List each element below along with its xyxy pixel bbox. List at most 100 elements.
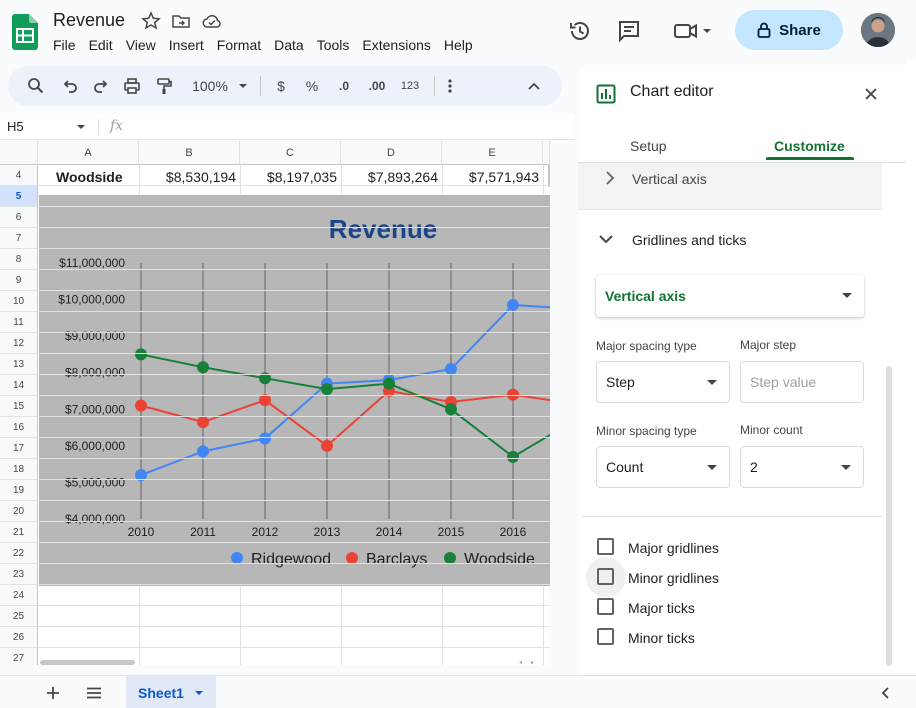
row-header-22[interactable]: 22 [0, 543, 38, 564]
select-all-corner[interactable] [0, 141, 38, 165]
share-button[interactable]: Share [735, 10, 843, 50]
revenue-chart[interactable]: Revenue 2010 2011 2012 2013 2014 2015 2016 $4,00… [39, 195, 550, 586]
section-gridlines-and-ticks[interactable]: Gridlines and ticks [632, 232, 747, 248]
column-header-a[interactable]: A [38, 141, 139, 165]
spreadsheet-grid[interactable]: A B C D E Woodside $8,530,194 $8,197,035… [0, 141, 550, 665]
axis-select[interactable]: Vertical axis [596, 275, 864, 317]
row-header-24[interactable]: 24 [0, 585, 38, 606]
name-box-caret-icon[interactable] [76, 123, 86, 131]
row-header-11[interactable]: 11 [0, 312, 38, 333]
editor-scrollbar[interactable] [886, 366, 892, 666]
menu-help[interactable]: Help [443, 37, 473, 53]
currency-format-button[interactable]: $ [277, 78, 285, 94]
row-header-20[interactable]: 20 [0, 501, 38, 522]
row-header-25[interactable]: 25 [0, 606, 38, 627]
column-header-f[interactable] [543, 141, 550, 165]
cell-d4[interactable]: $7,893,264 [367, 168, 438, 185]
star-icon[interactable] [141, 11, 161, 31]
menu-data[interactable]: Data [274, 37, 304, 53]
cell-b4[interactable]: $8,530,194 [165, 168, 236, 185]
more-formats-button[interactable]: 123 [400, 80, 420, 92]
collapse-toolbar-icon[interactable] [524, 76, 544, 96]
column-header-d[interactable]: D [341, 141, 442, 165]
name-box[interactable]: H5 [7, 119, 24, 134]
document-title[interactable]: Revenue [53, 10, 126, 30]
sheets-logo-icon[interactable] [12, 14, 38, 50]
row-header-27[interactable]: 27 [0, 648, 38, 665]
menu-tools[interactable]: Tools [316, 37, 350, 53]
chevron-down-icon[interactable] [598, 232, 614, 246]
minor-count-select[interactable]: 2 [740, 446, 864, 488]
redo-icon[interactable] [91, 76, 111, 96]
row-header-9[interactable]: 9 [0, 270, 38, 291]
avatar[interactable] [861, 13, 895, 47]
row-header-18[interactable]: 18 [0, 459, 38, 480]
search-menus-icon[interactable] [26, 76, 46, 96]
minor-ticks-label[interactable]: Minor ticks [628, 630, 695, 646]
cell-c4[interactable]: $8,197,035 [266, 168, 337, 185]
sheet-tab-caret-icon[interactable] [194, 690, 204, 696]
chevron-right-icon[interactable] [604, 170, 616, 186]
row-header-21[interactable]: 21 [0, 522, 38, 543]
row-header-7[interactable]: 7 [0, 228, 38, 249]
menu-edit[interactable]: Edit [88, 37, 113, 53]
add-sheet-icon[interactable] [46, 686, 60, 700]
more-vert-icon[interactable] [444, 76, 456, 96]
major-spacing-type-select[interactable]: Step [596, 361, 730, 403]
section-vertical-axis[interactable] [578, 163, 882, 209]
row-header-5[interactable]: 5 [0, 186, 38, 207]
cell-e4[interactable]: $7,571,943 [468, 168, 539, 185]
major-gridlines-checkbox[interactable] [597, 538, 614, 555]
row-header-26[interactable]: 26 [0, 627, 38, 648]
column-header-b[interactable]: B [139, 141, 240, 165]
tab-customize[interactable]: Customize [774, 138, 845, 154]
cell-a4[interactable]: Woodside [56, 168, 123, 185]
row-header-23[interactable]: 23 [0, 564, 38, 585]
section-vertical-axis-label[interactable]: Vertical axis [632, 171, 707, 187]
increase-decimal-button[interactable]: .00 [368, 79, 386, 93]
row-header-13[interactable]: 13 [0, 354, 38, 375]
minor-ticks-checkbox[interactable] [597, 628, 614, 645]
row-header-19[interactable]: 19 [0, 480, 38, 501]
version-history-icon[interactable] [567, 18, 593, 44]
major-step-input[interactable]: Step value [740, 361, 864, 403]
cloud-saved-icon[interactable] [202, 11, 222, 31]
decrease-decimal-button[interactable]: .0 [338, 79, 349, 93]
menu-insert[interactable]: Insert [168, 37, 204, 53]
zoom-select[interactable]: 100% [192, 78, 228, 94]
column-header-e[interactable]: E [442, 141, 543, 165]
comments-icon[interactable] [616, 18, 642, 44]
major-gridlines-label[interactable]: Major gridlines [628, 540, 720, 556]
row-header-8[interactable]: 8 [0, 249, 38, 270]
menu-format[interactable]: Format [216, 37, 262, 53]
row-header-4[interactable]: 4 [0, 165, 38, 186]
menu-extensions[interactable]: Extensions [362, 37, 431, 53]
menu-view[interactable]: View [125, 37, 156, 53]
percent-format-button[interactable]: % [305, 78, 319, 94]
tab-setup[interactable]: Setup [630, 138, 667, 154]
paint-format-icon[interactable] [154, 76, 174, 96]
undo-icon[interactable] [60, 76, 80, 96]
meet-video-icon[interactable] [672, 18, 716, 44]
row-header-16[interactable]: 16 [0, 417, 38, 438]
move-folder-icon[interactable] [171, 11, 191, 31]
close-icon[interactable] [864, 87, 878, 101]
column-header-c[interactable]: C [240, 141, 341, 165]
chevron-left-icon[interactable] [880, 687, 890, 699]
row-header-10[interactable]: 10 [0, 291, 38, 312]
row-header-15[interactable]: 15 [0, 396, 38, 417]
sheet-tab-active[interactable]: Sheet1 [126, 676, 216, 708]
major-ticks-label[interactable]: Major ticks [628, 600, 695, 616]
horizontal-scrollbar[interactable] [38, 660, 550, 665]
row-header-14[interactable]: 14 [0, 375, 38, 396]
major-ticks-checkbox[interactable] [597, 598, 614, 615]
zoom-caret-icon[interactable] [238, 76, 248, 96]
menu-file[interactable]: File [53, 37, 76, 53]
minor-gridlines-checkbox[interactable] [597, 568, 614, 585]
row-header-12[interactable]: 12 [0, 333, 38, 354]
minor-gridlines-label[interactable]: Minor gridlines [628, 570, 720, 586]
row-header-6[interactable]: 6 [0, 207, 38, 228]
row-header-17[interactable]: 17 [0, 438, 38, 459]
all-sheets-icon[interactable] [86, 687, 102, 699]
vertical-scrollbar[interactable] [548, 165, 550, 187]
